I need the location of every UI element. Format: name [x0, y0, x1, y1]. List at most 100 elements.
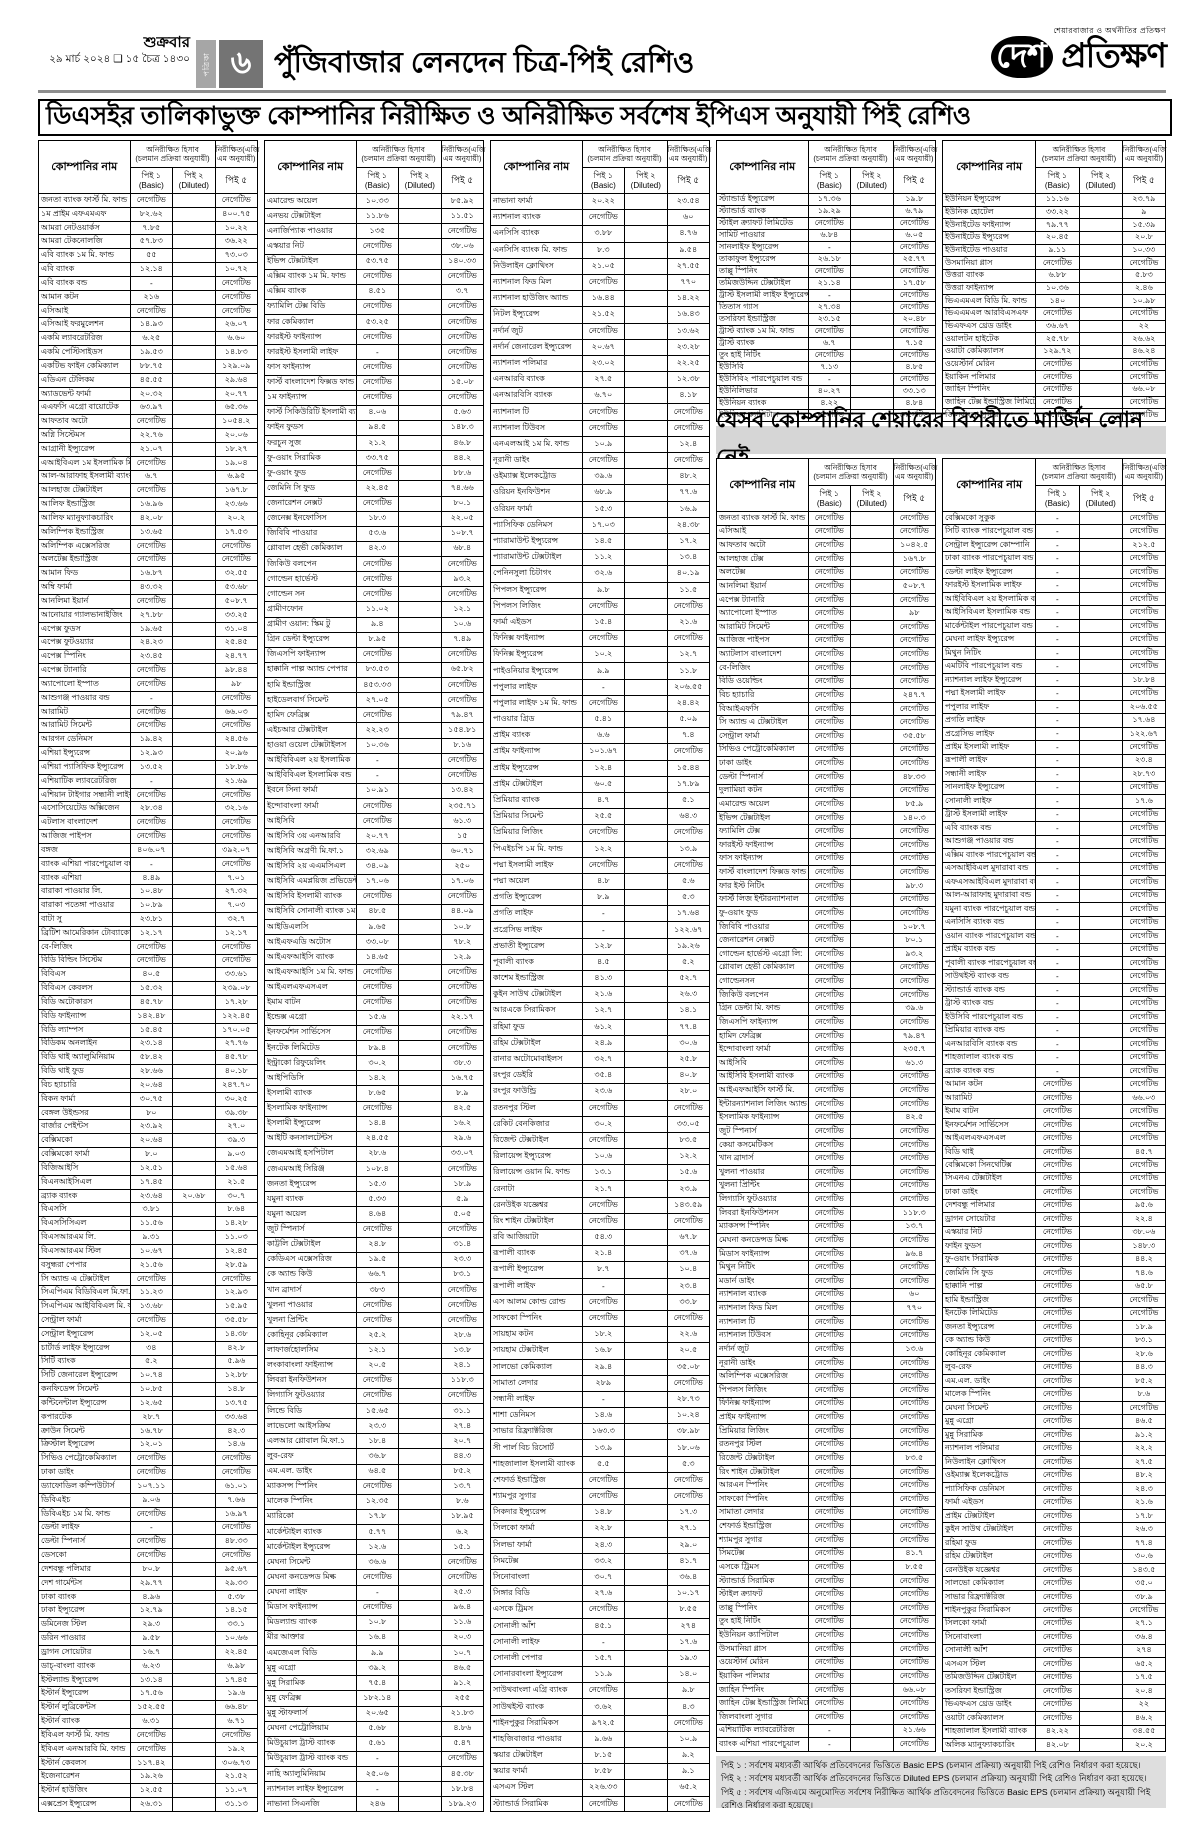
- table-row: বিএসআরএম লি. ৯.৩১ ১১.০৩: [39, 1230, 257, 1244]
- table-row: ইন্ডেক্স এগ্রো ১৫.৬ ২২.১৭: [265, 1009, 483, 1025]
- pe2-cell: [399, 526, 442, 541]
- pe1-cell: -: [357, 1782, 400, 1797]
- pe1-cell: নেগেটিভ: [809, 675, 852, 689]
- pe2-cell: [1080, 1064, 1123, 1078]
- pe1-cell: নেগেটিভ: [809, 621, 852, 634]
- pe1-cell: ৯.০৬: [131, 1493, 174, 1507]
- pe5-cell: নেগেটিভ: [1129, 257, 1159, 267]
- table-row: হামি ইন্ডাস্ট্রিজ নেগেটিভ নেগেটিভ: [943, 1293, 1165, 1307]
- pe5-cell: ৩৩.২৫: [224, 609, 248, 619]
- pe2-header: পিই ২ (Diluted): [625, 168, 668, 193]
- pe2-cell: [625, 792, 668, 809]
- company-name-cell: শেফার্ড ইন্ডাস্ট্রিজ: [717, 1520, 809, 1533]
- company-name-cell: নাভানা ফার্মা: [491, 194, 583, 210]
- company-name-cell: ইউনাইটেড ফাইন্যান্স: [943, 219, 1037, 232]
- company-name-cell: সি অ্যান্ড এ টেক্সটাইল: [39, 1272, 131, 1286]
- pe5-cell: ৩০.৬: [1134, 1551, 1153, 1561]
- pe1-cell: নেগেটিভ: [809, 218, 852, 229]
- pe1-cell: ৮.৯: [583, 890, 626, 906]
- company-name-cell: প্রিমিয়ার সিমেন্ট: [491, 809, 583, 825]
- pe1-cell: নেগেটিভ: [357, 390, 400, 405]
- table-row: ড্রাগন সোয়েটার ১৬.৭ ২২.৪৫: [39, 1644, 257, 1659]
- company-name-cell: তাল্লু স্পিনিং: [717, 1602, 809, 1615]
- pe2-cell: [625, 922, 668, 938]
- pe2-cell: [1080, 768, 1123, 781]
- pe2-cell: [625, 194, 668, 210]
- table-row: সোনালী আঁশ নেগেটিভ ২৭৪: [943, 1643, 1165, 1658]
- pe-table-col3: কোম্পানির নাম অনিরীক্ষিত হিসাব (চলমান প্র…: [490, 140, 711, 1812]
- company-name-cell: যমুনা ব্যাংক পারপেচুয়াল বন্ড: [943, 903, 1037, 916]
- pe5-cell: নেগেটিভ: [899, 567, 929, 577]
- company-name-cell: ফু-ওয়াং ফুড: [717, 907, 809, 920]
- pe2-cell: [1080, 1145, 1123, 1159]
- pe5-cell: ৩৯২.০৭: [222, 844, 251, 854]
- table-row: এমারেল্ড অয়েল ১০.৩৩ ৮৫.৯২: [265, 194, 483, 209]
- table-row: বিডি থাই অ্যালুমিনিয়াম ৫৮.৪২ ৪৫.৭৮: [39, 1050, 257, 1065]
- table-row: ইউনিয়ন ক্যাপিটাল নেগেটিভ নেগেটিভ: [717, 1628, 935, 1642]
- table-row: এম.এল. ডাইং ৬৪.৫ ৮৫.২: [265, 1463, 483, 1479]
- table-row: তসরিফা ইন্ডাস্ট্রিজ নেগেটিভ ২০.৪: [943, 1684, 1165, 1698]
- pe5-cell: ৮৫.২: [1134, 1375, 1153, 1385]
- pe1-cell: ১১৭.৪২: [131, 1756, 174, 1770]
- table-row: এআইবিএল ১ম ইসলামিক মি. ফান্ডনেগেটিভ১৯.০৪: [39, 455, 257, 470]
- pe1-cell: নেগেটিভ: [357, 557, 400, 572]
- pe1-cell: ২০.৬৫: [357, 1706, 400, 1721]
- pe5-cell: ৩৫.০: [1134, 1578, 1153, 1588]
- pe5-cell: ১৭.২: [679, 536, 698, 546]
- table-row: পদ্মা অয়েল ৪.৮ ৫.৬: [491, 872, 709, 890]
- pe1-cell: ৪.০৬: [357, 405, 400, 420]
- pe1-cell: ১২.২: [583, 841, 626, 857]
- pe1-cell: নেগেটিভ: [1036, 1550, 1080, 1563]
- table-row: জেনেক্স ইনফোসিস ১৮.৩ ২২.০৫: [265, 510, 483, 526]
- table-row: আইসিবি এমপ্লয়িজ প্রভিডেন্ট ১৭.০৬ ১৭.০৬: [265, 873, 483, 889]
- table-row: স্ট্যান্ডার্ড ব্যাংক ১৯.২৯ ৬.৭৯: [717, 205, 935, 217]
- company-name-cell: অলিম্পিক ইন্ডাস্ট্রিজ: [39, 525, 131, 539]
- pe5-cell: ২৪৭.৭: [902, 689, 926, 699]
- company-name-cell: ইবিএল এনআরবি মি. ফান্ড: [39, 1742, 131, 1756]
- pe-footnote: পিই ১ : সর্বশেষ মধ্যবর্তী আর্থিক প্রতিবে…: [716, 1756, 1166, 1810]
- table-row: তুং হাই নিটিং নেগেটিভ নেগেটিভ: [717, 1614, 935, 1629]
- company-name-cell: সিনোবাংলা: [491, 1569, 583, 1586]
- pe1-cell: নেগেটিভ: [1036, 1442, 1080, 1455]
- company-name-cell: ফার্মা এইডস: [943, 1496, 1037, 1509]
- pe2-cell: [625, 1213, 668, 1229]
- company-name-header: কোম্পানির নাম: [943, 459, 1037, 511]
- audited-header: নিরীক্ষিত(এজি এম অনুযায়ী): [441, 141, 485, 168]
- company-name-cell: সেন্ট্রাল ফার্মা: [39, 1314, 131, 1327]
- pe1-cell: নেগেটিভ: [809, 975, 852, 988]
- pe1-cell: ১০.৯১: [357, 783, 400, 798]
- pe1-cell: ৭.১৩: [809, 362, 852, 373]
- table-row: ঢাকা ব্যাংক ৪.৯৬ ৫.৩৮: [39, 1589, 257, 1604]
- pe5-cell: নেগেটিভ: [899, 1275, 929, 1285]
- company-name-cell: সোনালী লাইফ: [943, 795, 1037, 808]
- pe5-cell: ২৭.৫: [1134, 1456, 1153, 1466]
- table-row: সন্ধানী লাইফ -২৮.৭৩: [491, 1390, 709, 1408]
- pe2-cell: [1080, 687, 1123, 700]
- pe5-cell: নেগেটিভ: [899, 1480, 929, 1490]
- pe5-cell: ৪১.৭: [679, 1555, 698, 1565]
- company-name-cell: আইবিবিএল ২য় ইসলামিক: [265, 753, 357, 768]
- pe5-cell: ৬.৯৮: [227, 1660, 246, 1670]
- table-row: আইসিবি ইসলামী ব্যাংক নেগেটিভ নেগেটিভ: [717, 1069, 935, 1084]
- unaudited-header: অনিরীক্ষিত হিসাব (চলমান প্রক্রিয়া অনুযায…: [808, 141, 894, 168]
- pe2-cell: [851, 1043, 894, 1056]
- pe1-cell: নেগেটিভ: [131, 719, 174, 733]
- pe1-cell: ১৪.৬: [583, 1408, 626, 1424]
- pe2-cell: [625, 1537, 668, 1553]
- pe1-cell: নেগেটিভ: [1036, 1199, 1080, 1213]
- company-name-cell: ফরচুন সুজ: [265, 436, 357, 451]
- company-name-cell: মুন্নু সিরামিক: [265, 1676, 357, 1691]
- pe2-cell: [1080, 1563, 1123, 1577]
- table-row: এপেক্স ট্যানারি নেগেটিভ নেগেটিভ: [717, 592, 935, 607]
- pe1-cell: ৬৩.৯৭: [131, 401, 174, 415]
- pe1-cell: -: [1036, 754, 1080, 768]
- page-number: ৬: [230, 44, 252, 80]
- table-row: পদ্মা ইসলামী লাইফ - নেগেটিভ: [943, 686, 1165, 700]
- pe2-cell: [1080, 1739, 1123, 1751]
- company-name-cell: রেনউইক যজ্ঞেশ্বর: [943, 1563, 1037, 1577]
- pe2-cell: [1080, 384, 1123, 396]
- masthead-tagline: শেয়ারবাজার ও অর্থনীতির প্রতিক্ষণ: [1053, 26, 1166, 35]
- pe5-cell: ৪০.৮: [679, 1070, 698, 1080]
- masthead: শেয়ারবাজার ও অর্থনীতির প্রতিক্ষণ দেশ প্…: [991, 26, 1167, 78]
- table-row: এশিয়ান টাইগার সন্ধানী লাইফ নেগেটিভ নেগেটি…: [39, 787, 257, 802]
